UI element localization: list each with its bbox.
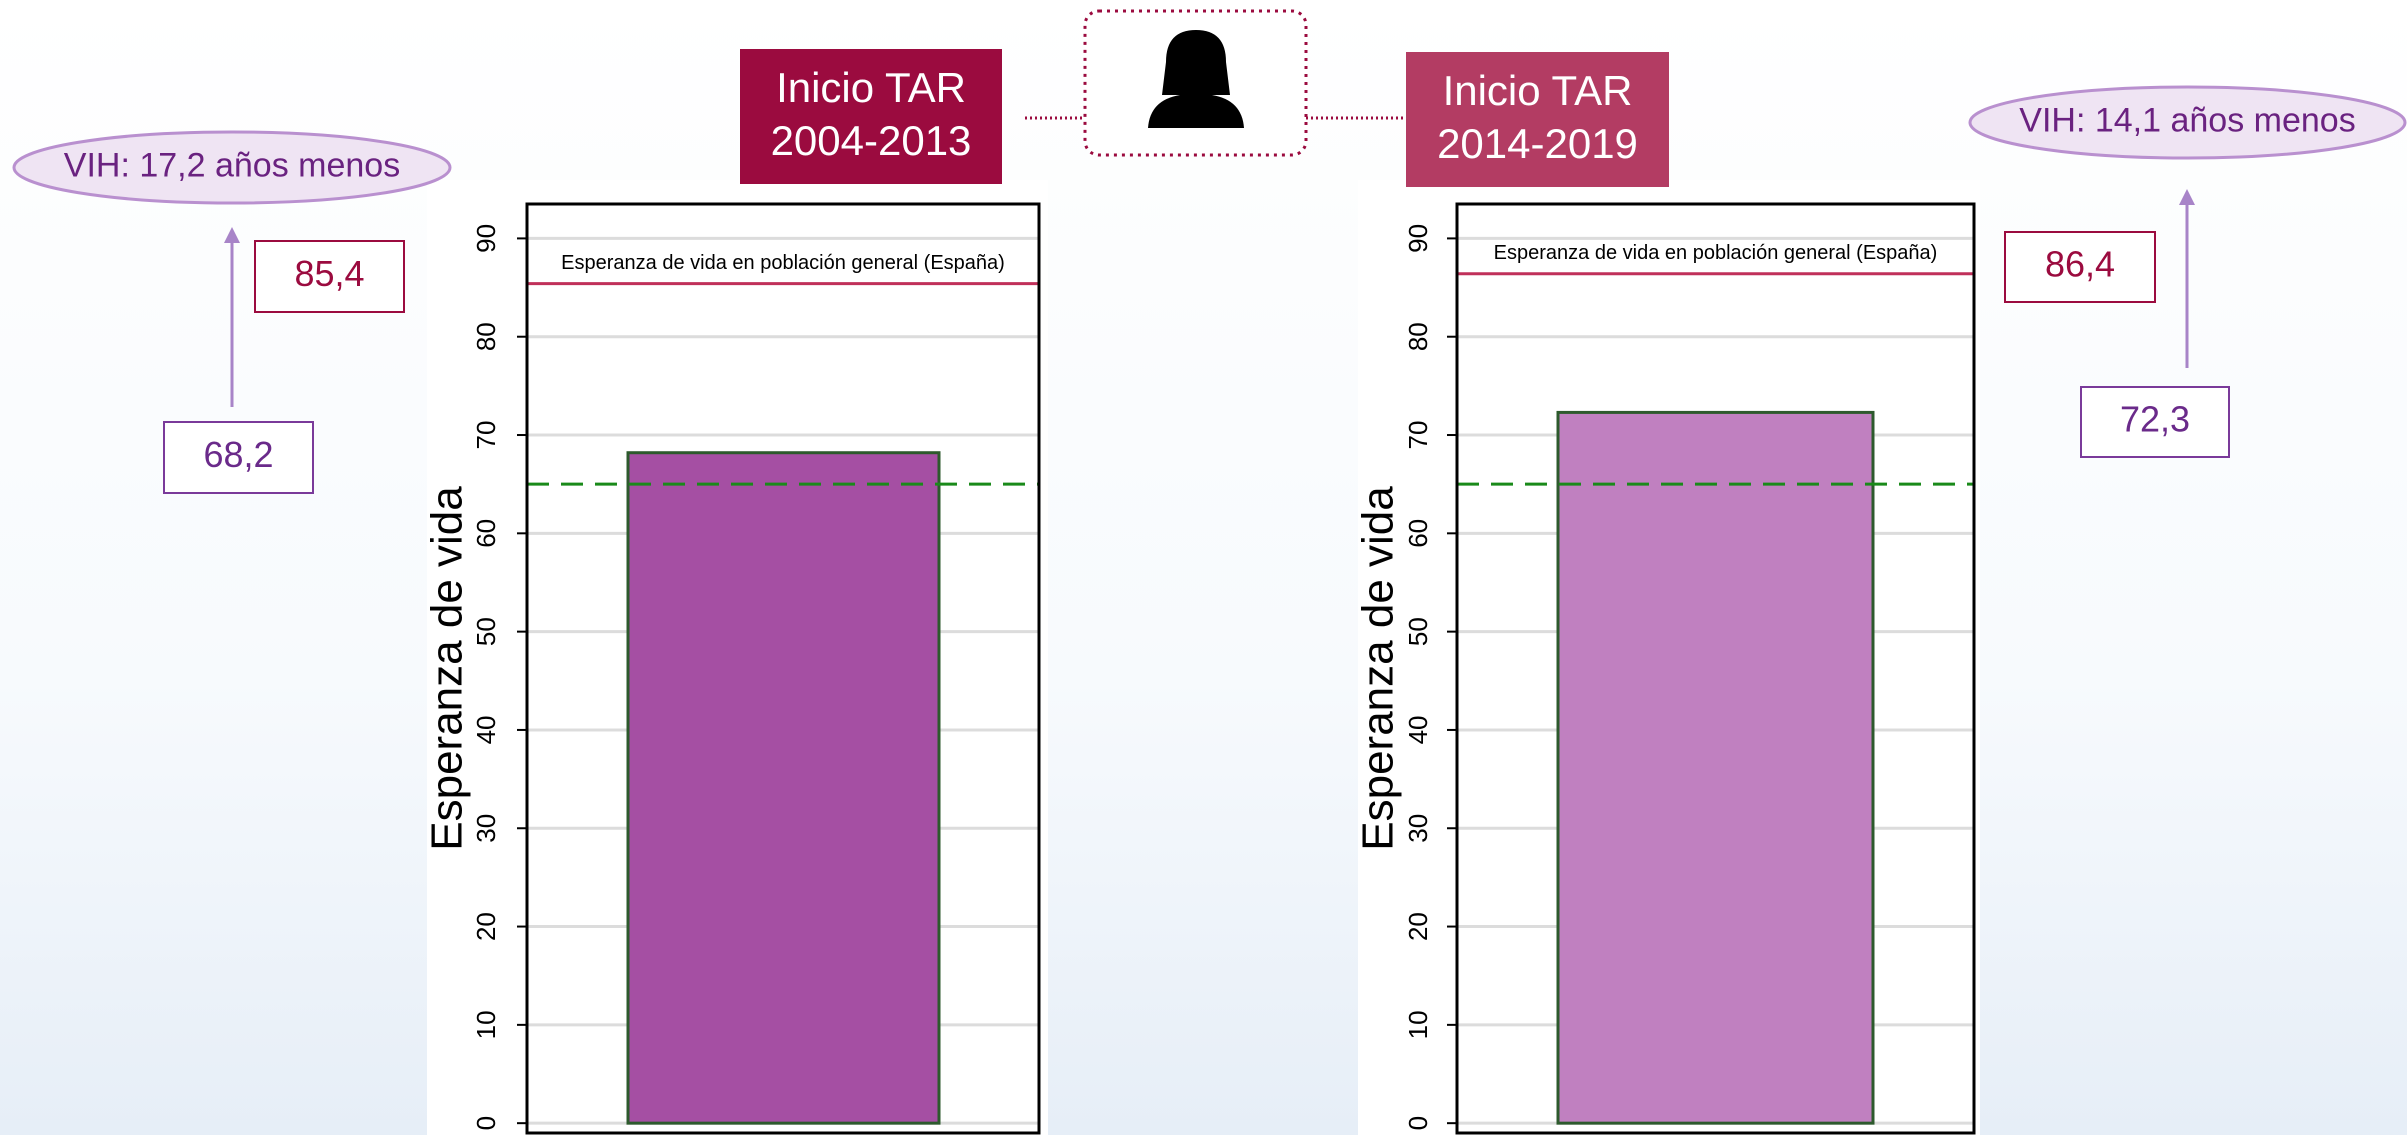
value-box <box>163 421 314 494</box>
y-tick-label: 70 <box>1403 421 1433 450</box>
header-box <box>740 49 1002 184</box>
y-tick-label: 40 <box>1403 715 1433 744</box>
header-box <box>1406 52 1669 187</box>
y-tick-label: 70 <box>471 421 501 450</box>
y-tick-label: 50 <box>471 617 501 646</box>
y-tick-label: 60 <box>471 519 501 548</box>
reference-box <box>2004 231 2156 303</box>
annotation-text: VIH: 14,1 años menos <box>2019 101 2355 139</box>
y-tick-label: 20 <box>1403 912 1433 941</box>
y-tick-label: 30 <box>471 814 501 843</box>
value-label: 68,2 <box>203 434 273 475</box>
y-tick-label: 80 <box>1403 322 1433 351</box>
reference-text: Esperanza de vida en población general (… <box>561 252 1005 274</box>
axes-frame <box>525 202 1041 1135</box>
y-tick-label: 30 <box>1403 814 1433 843</box>
y-tick-label: 90 <box>1403 224 1433 253</box>
annotation-bubble <box>12 130 452 205</box>
value-label: 72,3 <box>2120 399 2190 440</box>
reference-label: 86,4 <box>2045 244 2115 285</box>
y-tick-label: 50 <box>1403 617 1433 646</box>
value-box <box>2080 386 2230 458</box>
y-axis-label: Esperanza de vida <box>423 486 472 851</box>
y-tick-label: 0 <box>471 1116 501 1130</box>
reference-box <box>254 240 405 313</box>
y-axis-label: Esperanza de vida <box>1354 486 1403 851</box>
reference-text: Esperanza de vida en población general (… <box>1494 242 1938 264</box>
header-text: Inicio TAR <box>776 64 966 111</box>
person-icon <box>1148 30 1244 128</box>
y-tick-label: 60 <box>1403 519 1433 548</box>
y-tick-label: 20 <box>471 912 501 941</box>
y-tick-label: 80 <box>471 322 501 351</box>
y-tick-label: 90 <box>471 224 501 253</box>
y-tick-label: 40 <box>471 715 501 744</box>
axes-frame <box>1455 202 1976 1135</box>
header-text: 2004-2013 <box>771 117 972 164</box>
bar <box>1556 410 1875 1125</box>
annotation-bubble <box>1968 85 2407 160</box>
arrow-head <box>2179 189 2195 205</box>
annotation-text: VIH: 17,2 años menos <box>64 146 400 184</box>
y-tick-label: 0 <box>1403 1116 1433 1130</box>
y-tick-label: 10 <box>471 1010 501 1039</box>
y-tick-label: 10 <box>1403 1010 1433 1039</box>
header-text: Inicio TAR <box>1443 67 1633 114</box>
reference-label: 85,4 <box>294 253 364 294</box>
arrow-head <box>224 227 240 243</box>
bar <box>626 451 941 1125</box>
header-text: 2014-2019 <box>1437 120 1638 167</box>
